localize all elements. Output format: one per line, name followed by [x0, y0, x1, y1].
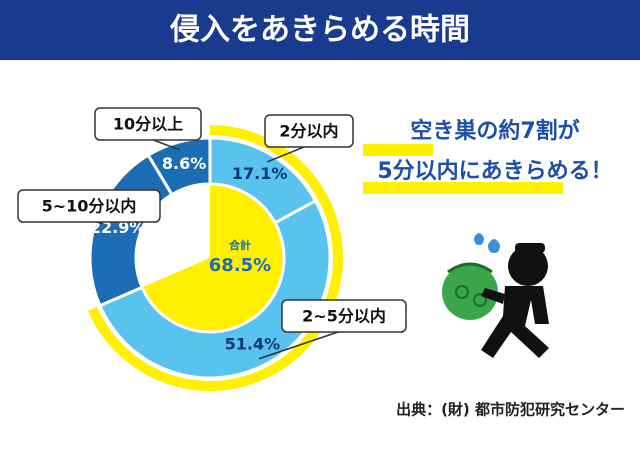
header-band	[0, 0, 640, 60]
value-label: 51.4%	[225, 335, 281, 354]
total-value-label: 68.5%	[209, 255, 271, 276]
category-label: 2分以内	[279, 122, 338, 141]
source: 出典：(財) 都市防犯研究センター	[396, 401, 625, 419]
callout-line	[258, 329, 345, 360]
callout-text: 5分以内にあきらめる！	[377, 159, 612, 184]
category-box	[94, 107, 202, 141]
category-box	[17, 189, 161, 223]
total-label: 合計	[229, 238, 251, 252]
category-label: 2~5分以内	[302, 307, 386, 326]
chart-title: 侵入をあきらめる時間	[169, 13, 470, 48]
total-sector	[142, 184, 284, 332]
category-label: 5~10分以内	[42, 197, 137, 216]
slice	[146, 136, 212, 197]
category-box	[264, 114, 354, 148]
callout-line	[267, 144, 310, 163]
category-box	[281, 299, 407, 333]
category-label: 10分以上	[113, 115, 183, 134]
thief-figure	[442, 233, 549, 358]
callout-text: 空き巣の約7割が	[410, 118, 579, 144]
highlight	[363, 144, 433, 156]
value-label: 17.1%	[232, 164, 288, 183]
highlight	[363, 182, 563, 194]
value-label: 8.6%	[162, 154, 206, 173]
